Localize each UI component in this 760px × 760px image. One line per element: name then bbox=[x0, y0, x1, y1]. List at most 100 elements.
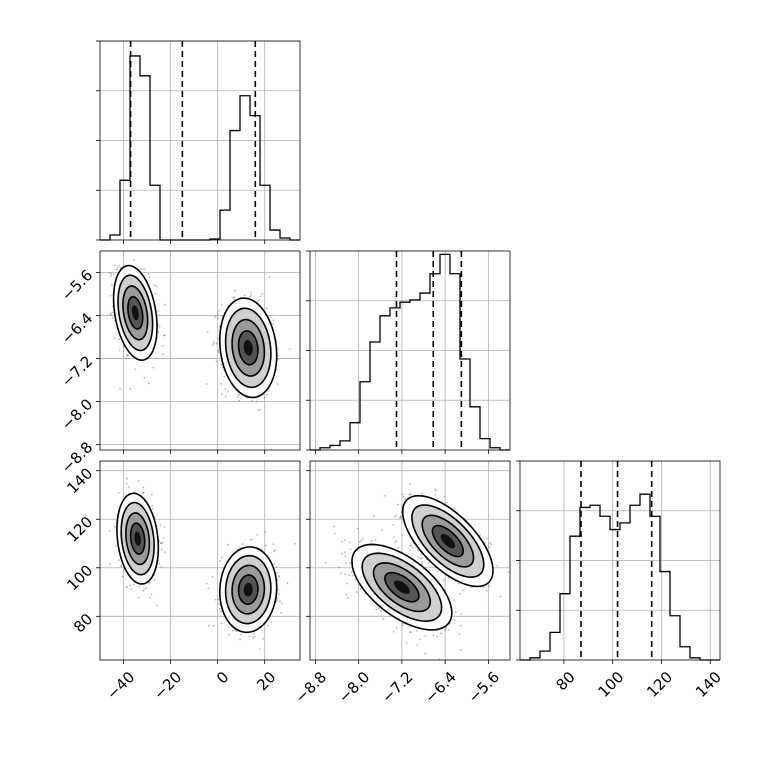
scatter-point bbox=[421, 557, 423, 559]
x-tick-label: −40 bbox=[103, 668, 138, 703]
scatter-point bbox=[349, 548, 352, 551]
scatter-point bbox=[221, 556, 223, 559]
scatter-point bbox=[254, 635, 256, 638]
scatter-point bbox=[272, 550, 275, 553]
scatter-point bbox=[132, 583, 135, 586]
scatter-point bbox=[140, 268, 143, 270]
density-body bbox=[325, 483, 516, 660]
scatter-point bbox=[219, 560, 222, 562]
scatter-point bbox=[162, 537, 165, 540]
scatter-point bbox=[274, 549, 276, 552]
y-tick-label: 100 bbox=[63, 561, 96, 594]
x-tick-label: −6.4 bbox=[421, 668, 459, 706]
scatter-point bbox=[420, 492, 423, 495]
scatter-point bbox=[421, 563, 423, 565]
scatter-point bbox=[226, 390, 229, 393]
scatter-point bbox=[220, 622, 223, 625]
y-tick-label: −6.4 bbox=[58, 309, 96, 347]
scatter-point bbox=[392, 524, 395, 526]
scatter-point bbox=[241, 543, 244, 545]
scatter-point bbox=[349, 541, 351, 544]
scatter-point bbox=[401, 493, 404, 496]
panel-frame bbox=[99, 40, 301, 241]
scatter-point bbox=[109, 312, 112, 315]
scatter-point bbox=[133, 259, 136, 261]
scatter-point bbox=[218, 351, 220, 354]
contour-line-0-3 bbox=[129, 522, 146, 555]
scatter-point bbox=[158, 331, 160, 334]
scatter-point bbox=[149, 596, 151, 599]
scatter-point bbox=[143, 376, 146, 379]
scatter-point bbox=[340, 552, 343, 555]
scatter-point bbox=[163, 334, 166, 337]
scatter-point bbox=[393, 536, 396, 538]
scatter-point bbox=[263, 396, 266, 399]
scatter-point bbox=[392, 631, 395, 633]
scatter-point bbox=[514, 579, 516, 581]
scatter-point bbox=[217, 309, 220, 312]
scatter-point bbox=[345, 582, 348, 585]
scatter-point bbox=[251, 538, 253, 541]
scatter-point bbox=[152, 508, 155, 510]
scatter-point bbox=[410, 493, 412, 495]
scatter-point bbox=[411, 546, 414, 549]
scatter-point bbox=[119, 266, 122, 269]
scatter-point bbox=[258, 648, 261, 650]
scatter-point bbox=[499, 595, 502, 598]
scatter-point bbox=[399, 516, 401, 519]
scatter-point bbox=[205, 582, 208, 585]
scatter-point bbox=[143, 588, 146, 591]
contour-line-0-2 bbox=[125, 512, 151, 566]
contour-line-1-1 bbox=[411, 504, 485, 578]
scatter-point bbox=[118, 559, 120, 562]
scatter-point bbox=[272, 319, 275, 321]
scatter-point bbox=[436, 635, 439, 638]
scatter-point bbox=[479, 534, 481, 537]
scatter-point bbox=[211, 576, 214, 578]
scatter-point bbox=[112, 273, 115, 276]
scatter-point bbox=[340, 572, 342, 575]
scatter-point bbox=[345, 562, 347, 565]
grid bbox=[520, 461, 720, 660]
grid bbox=[310, 251, 510, 450]
scatter-point bbox=[125, 482, 128, 485]
scatter-point bbox=[207, 587, 210, 590]
scatter-point bbox=[223, 375, 226, 378]
scatter-point bbox=[255, 400, 258, 403]
scatter-point bbox=[355, 591, 358, 593]
scatter-point bbox=[215, 360, 218, 363]
scatter-point bbox=[249, 295, 252, 298]
scatter-point bbox=[471, 586, 473, 589]
density-fill-1-4 bbox=[243, 582, 253, 597]
scatter-point bbox=[343, 551, 346, 554]
scatter-point bbox=[349, 562, 352, 564]
contour-line-1-1 bbox=[224, 307, 272, 389]
scatter-point bbox=[382, 618, 385, 620]
histogram-panel-0 bbox=[96, 40, 301, 244]
scatter-point bbox=[275, 566, 278, 568]
scatter-point bbox=[142, 486, 145, 489]
scatter-point bbox=[142, 492, 145, 494]
contour-line-1-0 bbox=[401, 494, 494, 588]
scatter-point bbox=[352, 574, 354, 577]
density-body bbox=[108, 477, 296, 650]
x-tick-label: −20 bbox=[150, 668, 185, 703]
scatter-point bbox=[434, 493, 436, 496]
scatter-point bbox=[109, 272, 111, 274]
scatter-point bbox=[160, 542, 163, 545]
x-tick-label: −8.0 bbox=[335, 668, 373, 706]
scatter-point bbox=[127, 486, 130, 488]
scatter-point bbox=[113, 525, 116, 528]
scatter-point bbox=[485, 590, 488, 592]
scatter-point bbox=[442, 579, 445, 581]
scatter-point bbox=[159, 542, 162, 544]
scatter-point bbox=[294, 542, 296, 545]
x-tick-label: 80 bbox=[552, 668, 578, 694]
scatter-point bbox=[118, 338, 121, 340]
scatter-point bbox=[253, 632, 256, 635]
scatter-point bbox=[404, 498, 406, 500]
contour-line-0-1 bbox=[361, 552, 443, 622]
x-tick-label: 0 bbox=[213, 668, 232, 687]
scatter-point bbox=[161, 344, 164, 347]
